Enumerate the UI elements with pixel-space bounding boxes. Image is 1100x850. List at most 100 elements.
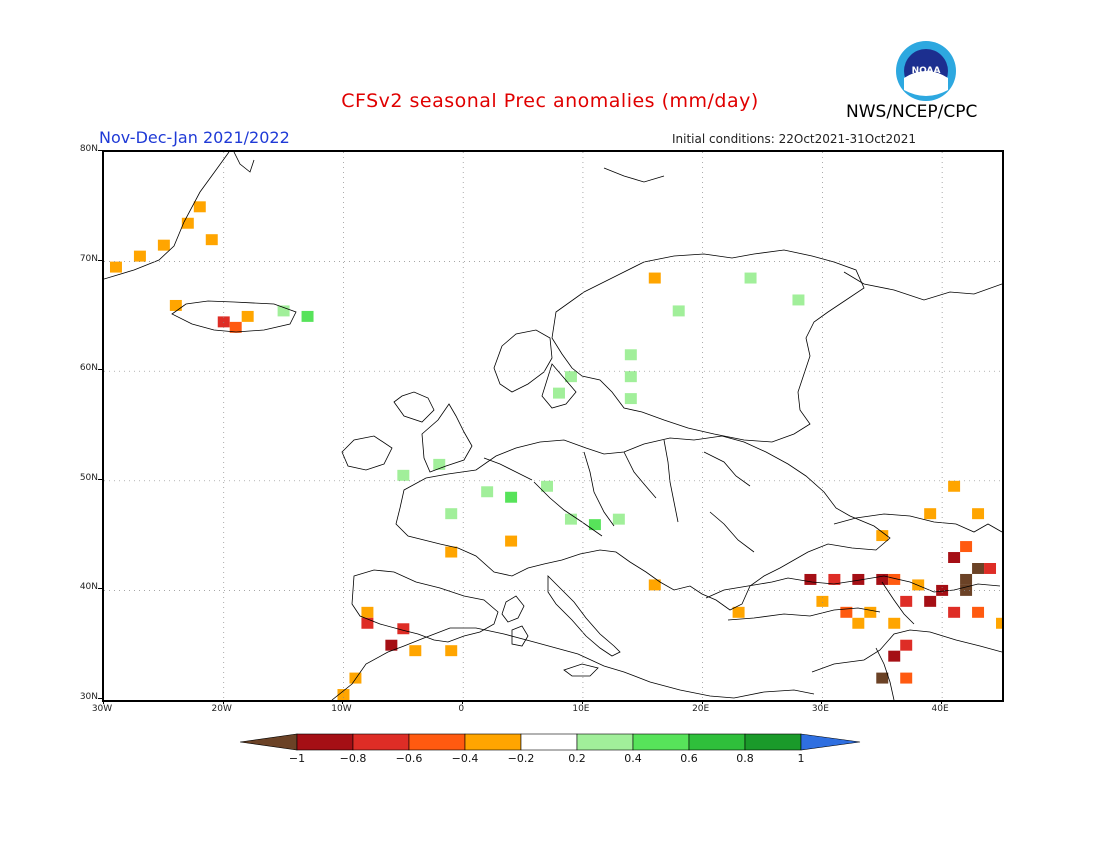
- lon-tick: [103, 700, 104, 704]
- anomaly-cell: [612, 513, 625, 525]
- lat-label: 40N: [79, 582, 98, 593]
- anomaly-cell: [217, 316, 230, 328]
- forecast-period: Nov-Dec-Jan 2021/2022: [99, 128, 290, 147]
- colorbar-bin-neg06-neg04: [408, 733, 466, 751]
- anomaly-cell: [541, 480, 553, 492]
- anomaly-cell: [888, 617, 901, 629]
- initial-conditions: Initial conditions: 22Oct2021-31Oct2021: [672, 132, 917, 146]
- anomaly-cell: [564, 371, 577, 383]
- anomaly-cell: [169, 299, 182, 311]
- colorbar-bin-neg04-neg02: [464, 733, 522, 751]
- anomaly-cell: [852, 573, 865, 585]
- anomaly-cell: [924, 595, 937, 607]
- anomaly-cell: [900, 639, 913, 651]
- colorbar-low-arrow: [240, 733, 298, 751]
- lat-label: 50N: [79, 472, 98, 483]
- anomaly-cell: [960, 573, 973, 585]
- anomaly-cell: [972, 606, 985, 618]
- lon-label: 30E: [811, 704, 829, 714]
- lat-label: 60N: [79, 363, 98, 374]
- coastlines-and-borders: [104, 152, 1002, 700]
- anomaly-cell: [109, 261, 122, 273]
- anomaly-cell: [624, 393, 637, 405]
- colorbar-bin-neutral: [520, 733, 578, 751]
- lon-tick: [821, 700, 823, 704]
- anomaly-cell: [900, 672, 913, 684]
- europe-anomaly-map: [102, 150, 1004, 702]
- lon-tick: [701, 700, 703, 704]
- anomaly-cell: [361, 606, 374, 618]
- anomaly-cell: [648, 272, 661, 284]
- colorbar-label: −0.2: [507, 752, 535, 765]
- colorbar-bin-06-08: [688, 733, 746, 751]
- anomaly-cell: [972, 508, 985, 520]
- lon-tick: [581, 700, 583, 704]
- anomaly-cell: [433, 458, 446, 470]
- lon-tick: [342, 700, 344, 704]
- anomaly-cell: [924, 508, 937, 520]
- anomaly-cell: [876, 530, 889, 542]
- colorbar-label: −0.6: [395, 752, 423, 765]
- anomaly-cell: [948, 606, 961, 618]
- anomaly-cell: [505, 491, 518, 503]
- lat-tick: [98, 150, 103, 151]
- anomaly-cell: [397, 623, 410, 635]
- anomaly-cell: [361, 617, 374, 629]
- anomaly-cell: [229, 321, 242, 333]
- anomaly-cell: [624, 371, 637, 383]
- anomaly-cell: [241, 310, 254, 322]
- colorbar: [240, 733, 861, 751]
- colorbar-bin-neg08-neg06: [352, 733, 410, 751]
- anomaly-cell: [481, 486, 494, 498]
- anomaly-cells: [109, 201, 1002, 700]
- lat-tick: [98, 369, 103, 371]
- colorbar-label: 0.4: [624, 752, 642, 765]
- anomaly-cell: [564, 513, 577, 525]
- lon-label: 10W: [331, 704, 352, 714]
- lon-tick: [941, 700, 943, 704]
- colorbar-bin-02-04: [576, 733, 634, 751]
- anomaly-cell: [900, 595, 913, 607]
- anomaly-cell: [445, 645, 458, 657]
- colorbar-bin-neg1-neg08: [296, 733, 354, 751]
- lat-tick: [98, 588, 103, 590]
- lat-label: 80N: [79, 144, 98, 154]
- anomaly-cell: [876, 573, 889, 585]
- anomaly-cell: [984, 563, 997, 574]
- lat-tick: [98, 259, 103, 261]
- anomaly-cell: [912, 579, 925, 591]
- lat-label: 70N: [79, 253, 98, 264]
- anomaly-cell: [936, 584, 949, 596]
- agency-label: NWS/NCEP/CPC: [846, 102, 978, 122]
- anomaly-cell: [816, 595, 829, 607]
- colorbar-label: 0.8: [736, 752, 754, 765]
- lon-label: 40E: [931, 704, 949, 714]
- anomaly-cell: [732, 606, 745, 618]
- anomaly-cell: [445, 508, 458, 520]
- noaa-logo-icon: NOAA: [896, 41, 956, 101]
- lon-label: 20E: [692, 704, 710, 714]
- anomaly-cell: [277, 305, 290, 317]
- lon-tick: [462, 700, 464, 704]
- anomaly-cell: [133, 250, 146, 262]
- anomaly-cell: [804, 573, 817, 585]
- anomaly-cell: [852, 617, 865, 629]
- anomaly-cell: [553, 387, 565, 399]
- anomaly-cell: [960, 584, 973, 596]
- anomaly-cell: [972, 563, 985, 574]
- anomaly-cell: [996, 617, 1002, 629]
- lon-label: 0: [458, 704, 465, 714]
- anomaly-cell: [205, 234, 218, 246]
- lon-label: 10E: [572, 704, 590, 714]
- logo-text: NOAA: [912, 66, 941, 76]
- lon-label: 20W: [211, 704, 232, 714]
- colorbar-high-arrow: [800, 733, 861, 751]
- colorbar-bin-08-1: [744, 733, 802, 751]
- anomaly-cell: [193, 201, 206, 213]
- lon-tick: [222, 700, 224, 704]
- anomaly-cell: [397, 469, 410, 481]
- anomaly-cell: [672, 305, 685, 317]
- colorbar-label: 0.2: [568, 752, 586, 765]
- anomaly-cell: [876, 672, 889, 684]
- anomaly-cell: [181, 217, 194, 229]
